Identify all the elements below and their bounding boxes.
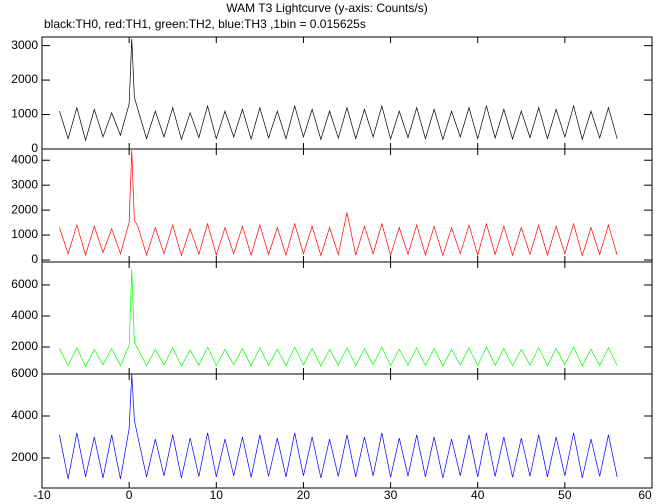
x-tick-label: 0 (126, 488, 133, 502)
y-tick-label: 3000 (11, 38, 38, 52)
y-tick-label: 2000 (11, 339, 38, 353)
light-curve (59, 373, 618, 480)
y-tick-label: 6000 (11, 277, 38, 291)
y-tick-label: 0 (31, 252, 38, 266)
x-tick-label: 60 (638, 488, 652, 502)
x-tick-label: -10 (33, 488, 51, 502)
y-tick-label: 2000 (11, 72, 38, 86)
x-tick-label: 10 (210, 488, 224, 502)
y-tick-label: 2000 (11, 202, 38, 216)
light-curve (59, 38, 618, 142)
y-tick-label: 1000 (11, 227, 38, 241)
y-tick-label: 1000 (11, 107, 38, 121)
y-tick-label: 3000 (11, 177, 38, 191)
y-tick-label: 6000 (11, 366, 38, 380)
y-tick-label: 4000 (11, 152, 38, 166)
x-tick-label: 50 (558, 488, 572, 502)
chart-subtitle: black:TH0, red:TH1, green:TH2, blue:TH3 … (44, 17, 366, 31)
y-tick-label: 2000 (11, 450, 38, 464)
panel-frame (41, 36, 653, 150)
light-curve (59, 269, 618, 368)
y-tick-label: 4000 (11, 308, 38, 322)
panel-frame (41, 373, 653, 489)
light-curve (59, 150, 618, 257)
y-tick-label: 4000 (11, 408, 38, 422)
x-tick-label: 20 (297, 488, 311, 502)
x-tick-label: 30 (384, 488, 398, 502)
chart-title: WAM T3 Lightcurve (y-axis: Counts/s) (226, 1, 427, 15)
y-tick-label: 0 (31, 141, 38, 155)
x-tick-label: 40 (471, 488, 485, 502)
